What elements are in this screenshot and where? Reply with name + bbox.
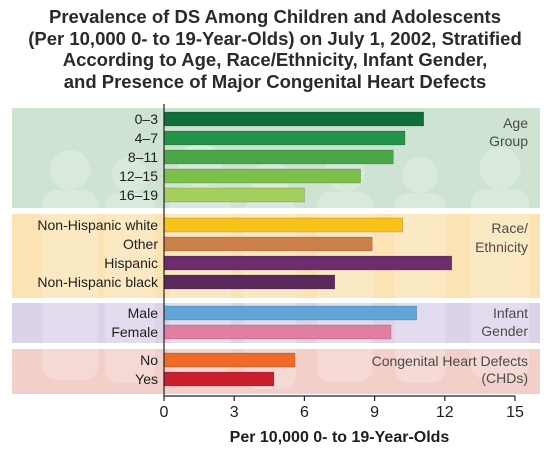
bar: [163, 255, 453, 271]
category-label: Female: [111, 324, 158, 340]
bar: [163, 149, 394, 165]
chart-title: Prevalence of DS Among Children and Adol…: [0, 6, 550, 92]
group-label: Age: [503, 115, 528, 131]
title-line-3: According to Age, Race/Ethnicity, Infant…: [62, 49, 488, 70]
group-labels: Age Group Race/Ethnicity Infant Gender Congen…: [372, 115, 529, 386]
bar: [163, 324, 392, 340]
category-label: Yes: [135, 371, 158, 387]
category-label: Non-Hispanic white: [37, 217, 158, 233]
x-tick-label: 6: [300, 404, 309, 421]
category-label: Non-Hispanic black: [37, 274, 159, 290]
bar: [163, 305, 418, 321]
category-label: Male: [128, 305, 159, 321]
bar: [163, 236, 373, 252]
category-labels: 0–3 4–7 8–11 12–15 16–19 Non-Hispanic white Ot…: [37, 111, 159, 387]
x-tick-label: 3: [230, 404, 239, 421]
category-label: Other: [123, 236, 158, 252]
silhouette-head: [112, 157, 148, 193]
group-label: (CHDs): [481, 370, 528, 386]
category-label: Hispanic: [104, 255, 158, 271]
x-tick-label: 15: [506, 404, 524, 421]
group-label: Congenital Heart Defects: [372, 353, 528, 369]
bar: [163, 130, 406, 146]
group-label: Infant: [493, 305, 528, 321]
x-axis: 0 3 6 9 12 15: [160, 104, 524, 421]
bar: [163, 187, 305, 203]
silhouette-body: [394, 193, 446, 383]
category-label: No: [140, 352, 158, 368]
category-label: 8–11: [128, 149, 158, 165]
bar: [163, 168, 361, 184]
title-line-1: Prevalence of DS Among Children and Adol…: [49, 6, 501, 27]
group-label: Group: [489, 133, 528, 149]
x-tick-label: 0: [160, 404, 169, 421]
bar: [163, 274, 336, 290]
category-label: 16–19: [119, 187, 158, 203]
bar: [163, 352, 296, 368]
bars: [163, 111, 453, 387]
silhouette-body: [104, 193, 156, 383]
silhouette-head: [50, 150, 90, 190]
bar: [163, 111, 425, 127]
title-line-4: and Presence of Major Congenital Heart D…: [63, 70, 487, 92]
group-label: Race/: [491, 220, 528, 236]
silhouette-body: [42, 190, 98, 380]
silhouette-head: [479, 147, 521, 189]
group-label: Gender: [481, 323, 528, 339]
bar: [163, 371, 275, 387]
bar: [163, 217, 403, 233]
x-tick-label: 12: [436, 404, 454, 421]
silhouette-body: [470, 189, 530, 379]
children-silhouettes: [42, 143, 530, 389]
silhouette-head: [402, 157, 438, 193]
group-label: Ethnicity: [475, 239, 528, 255]
title-line-2: (Per 10,000 0- to 19-Year-Olds) on July …: [28, 27, 522, 49]
category-label: 4–7: [135, 130, 159, 146]
x-tick-label: 9: [370, 404, 379, 421]
x-axis-label: Per 10,000 0- to 19-Year-Olds: [230, 429, 450, 446]
category-label: 12–15: [119, 168, 158, 184]
category-label: 0–3: [135, 111, 159, 127]
